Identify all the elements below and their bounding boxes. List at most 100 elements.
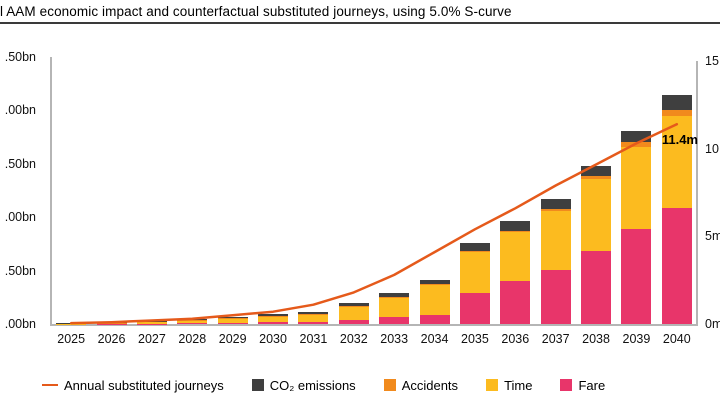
bar-segment-fare-2033 — [379, 317, 410, 324]
legend-label-co2-emissions: CO₂ emissions — [269, 377, 356, 393]
bar-segment-fare-2038 — [581, 251, 612, 324]
bar-segment-time-2026 — [96, 322, 127, 324]
bar-segment-fare-2039 — [621, 228, 652, 324]
bar-segment-co-emissions-2030 — [258, 313, 289, 316]
bar-segment-fare-2029 — [217, 322, 248, 324]
bar-segment-fare-2035 — [459, 293, 490, 324]
bar-segment-fare-2032 — [338, 319, 369, 324]
bar-segment-co-emissions-2032 — [338, 302, 369, 306]
bar-segment-time-2037 — [540, 210, 571, 270]
legend-item-annual-substituted-journeys: Annual substituted journeys — [42, 378, 224, 393]
bar-segment-accidents-2032 — [338, 305, 369, 307]
left-axis-tick-label: .50bn — [4, 263, 36, 278]
bar-segment-co-emissions-2038 — [581, 166, 612, 176]
bar-segment-fare-2030 — [258, 322, 289, 324]
bar-segment-fare-2040 — [661, 207, 692, 324]
left-axis-tick-label: .00bn — [4, 210, 36, 225]
x-axis-tick-label-2028: 2028 — [178, 332, 207, 346]
bar-segment-co-emissions-2028 — [177, 318, 208, 321]
bar-segment-fare-2036 — [500, 281, 531, 324]
right-axis-line — [696, 61, 698, 324]
chart-title: l AAM economic impact and counterfactual… — [0, 4, 512, 19]
legend-item-accidents: Accidents — [383, 377, 459, 393]
right-axis-tick-label: 15 — [705, 54, 719, 69]
x-axis-tick-label-2027: 2027 — [138, 332, 166, 346]
bar-segment-co-emissions-2029 — [217, 316, 248, 319]
bar-segment-fare-2037 — [540, 269, 571, 324]
bar-segment-time-2033 — [379, 297, 410, 318]
legend-label-accidents: Accidents — [401, 377, 459, 393]
x-axis-tick-label-2029: 2029 — [218, 332, 247, 346]
accidents-swatch-icon — [383, 379, 396, 391]
bar-segment-accidents-2030 — [258, 315, 289, 317]
line-swatch-icon — [42, 383, 58, 387]
bar-segment-accidents-2040 — [661, 110, 692, 116]
right-axis-tick-label: 5m — [705, 229, 720, 244]
bar-segment-co-emissions-2033 — [379, 293, 410, 298]
left-axis-tick-label: .50bn — [4, 156, 36, 171]
bar-segment-time-2036 — [500, 232, 531, 282]
bar-segment-accidents-2031 — [298, 314, 329, 315]
legend-item-co2-emissions: CO₂ emissions — [251, 377, 356, 393]
x-axis-tick-label-2030: 2030 — [259, 332, 287, 346]
bar-segment-co-emissions-2036 — [500, 221, 531, 231]
line-end-annotation: 11.4m — [661, 132, 698, 148]
bar-segment-time-2034 — [419, 285, 450, 315]
legend: Annual substituted journeys CO₂ emission… — [42, 375, 702, 395]
bar-segment-time-2035 — [459, 252, 490, 294]
x-axis-tick-label-2031: 2031 — [299, 332, 328, 346]
x-axis-tick-label-2033: 2033 — [380, 332, 409, 346]
time-swatch-icon — [486, 379, 499, 391]
bar-segment-time-2039 — [621, 146, 652, 229]
x-axis-tick-label-2025: 2025 — [57, 332, 86, 346]
bar-segment-co-emissions-2039 — [621, 131, 652, 142]
x-axis-tick-label-2034: 2034 — [420, 332, 449, 346]
bar-segment-accidents-2036 — [500, 230, 531, 233]
bar-segment-time-2032 — [338, 306, 369, 320]
bar-segment-co-emissions-2031 — [298, 311, 329, 315]
x-axis-line — [50, 324, 698, 326]
legend-label-annual-substituted-journeys: Annual substituted journeys — [64, 377, 224, 393]
left-axis-tick-label: .50bn — [4, 50, 36, 64]
bar-segment-accidents-2037 — [540, 208, 571, 211]
bar-segment-time-2027 — [136, 321, 167, 324]
right-axis-tick-label: 10 — [705, 141, 719, 156]
left-axis-tick-label: .00bn — [4, 103, 36, 118]
bar-segment-fare-2034 — [419, 314, 450, 324]
fare-swatch-icon — [560, 379, 573, 391]
bar-segment-accidents-2033 — [379, 297, 410, 298]
x-axis-tick-label-2035: 2035 — [461, 332, 489, 346]
x-axis-tick-label-2036: 2036 — [501, 332, 530, 346]
bar-segment-time-2031 — [298, 314, 329, 322]
bar-segment-time-2029 — [217, 318, 248, 323]
right-axis-tick-label: 0m — [705, 317, 720, 331]
co2-swatch-icon — [251, 379, 264, 391]
x-axis-tick-label-2040: 2040 — [662, 332, 691, 346]
bar-segment-accidents-2035 — [459, 251, 490, 253]
bar-segment-time-2028 — [177, 320, 208, 324]
bar-segment-accidents-2034 — [419, 284, 450, 285]
legend-item-time: Time — [486, 378, 532, 393]
x-axis-tick-label-2032: 2032 — [339, 332, 368, 346]
title-divider — [0, 22, 720, 24]
bar-segment-fare-2031 — [298, 321, 329, 324]
bar-segment-fare-2028 — [177, 323, 208, 324]
bar-segment-co-emissions-2040 — [661, 95, 692, 111]
bar-segment-time-2030 — [258, 316, 289, 323]
bar-segment-co-emissions-2037 — [540, 198, 571, 209]
bar-segment-accidents-2038 — [581, 175, 612, 179]
legend-item-fare: Fare — [560, 378, 605, 393]
bar-segment-co-emissions-2027 — [136, 320, 167, 322]
bar-segment-time-2038 — [581, 178, 612, 252]
legend-label-fare: Fare — [578, 377, 606, 393]
legend-label-time: Time — [504, 377, 533, 393]
x-axis-tick-label-2038: 2038 — [582, 332, 610, 346]
bar-segment-co-emissions-2035 — [459, 243, 490, 252]
bar-segment-accidents-2039 — [621, 141, 652, 147]
bar-segment-time-2040 — [661, 115, 692, 208]
x-axis-tick-label-2026: 2026 — [97, 332, 126, 346]
x-axis-tick-label-2039: 2039 — [622, 332, 651, 346]
left-axis-line — [50, 57, 52, 324]
left-axis-tick-label: .00bn — [4, 317, 36, 331]
